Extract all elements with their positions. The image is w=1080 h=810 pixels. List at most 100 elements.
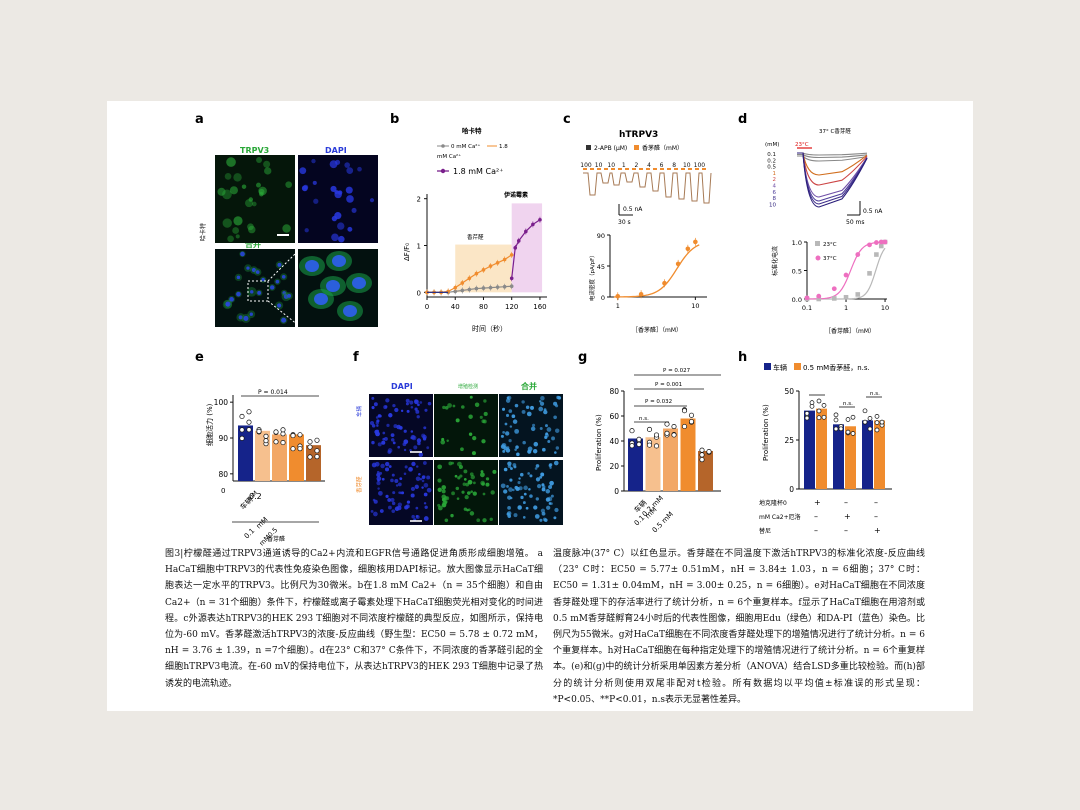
f-cell <box>446 439 449 442</box>
f-cell <box>522 516 526 519</box>
f-cell <box>540 395 545 401</box>
h-ylabel: Proliferation (%) <box>762 404 770 461</box>
h-legend-carvacrol: 0.5 mM香茅醛，n.s. <box>803 363 870 372</box>
f-cell <box>543 409 548 415</box>
f-cell <box>546 427 552 432</box>
f-cell <box>415 465 419 468</box>
f-cell <box>545 489 551 494</box>
f-cell <box>518 486 523 491</box>
f-cell <box>533 505 538 510</box>
d-data-point-23 <box>843 294 849 300</box>
a-trpv3-cell <box>217 187 226 196</box>
f-cell <box>406 409 410 413</box>
h-ns2: n.s. <box>870 391 880 397</box>
b-data-point <box>495 285 500 289</box>
d-conc-label: 2 <box>773 177 777 183</box>
f-cell <box>394 407 399 413</box>
b-ytick-label: 2 <box>417 196 421 204</box>
f-cell <box>526 411 532 417</box>
f-cell <box>393 424 398 429</box>
h-replicate-point <box>879 419 885 425</box>
g-plot: 0 20 40 60 80 <box>609 387 721 496</box>
f-cell <box>549 466 552 469</box>
a-trpv3-cell <box>264 167 272 175</box>
f-cell <box>465 482 470 487</box>
f-cell <box>500 444 506 449</box>
d-conc-label: 8 <box>773 196 777 202</box>
h-bar <box>804 410 815 489</box>
g-ytick-label: 0 <box>614 487 619 496</box>
b-data-point <box>453 285 458 290</box>
f-cell <box>411 461 416 467</box>
b-xtick-label: 0 <box>425 303 429 311</box>
d-data-point-37 <box>882 239 888 245</box>
f-cell <box>534 467 538 470</box>
b-legend-18: 1.8 <box>499 144 508 150</box>
e-replicate-point <box>314 454 320 460</box>
g-replicate-point <box>699 452 705 458</box>
f-cell <box>441 485 447 490</box>
a-merge-nucleus <box>275 279 280 284</box>
a-trpv3-cell <box>227 235 234 243</box>
f-cell <box>445 496 450 501</box>
e-ytick-label: 80 <box>218 470 228 479</box>
f-cell <box>517 505 522 510</box>
f-cell <box>530 405 534 410</box>
f-cell <box>406 500 411 504</box>
f-cell <box>382 431 386 435</box>
f-cell <box>513 513 518 518</box>
e-replicate-point <box>297 446 303 452</box>
d-data-point-23 <box>831 296 837 301</box>
c-conc-label: 4 <box>647 162 651 169</box>
b-data-point <box>460 281 465 285</box>
a-merge-nucleus <box>287 293 292 298</box>
f-cell <box>482 419 487 424</box>
b-legend-unit: mM Ca²⁺ <box>437 153 461 160</box>
f-cell <box>390 478 394 483</box>
f-cell <box>373 511 378 517</box>
g-replicate-point <box>664 430 670 436</box>
f-cell <box>523 492 527 496</box>
f-cell <box>384 467 390 472</box>
f-cell <box>404 465 408 469</box>
a-dapi-nucleus <box>299 167 307 175</box>
c-concentration-labels: 100 10 10 1 2 4 6 8 10 100 <box>580 162 705 169</box>
a-trpv3-cell <box>248 197 254 202</box>
f-cell <box>520 495 524 500</box>
a-dapi-nucleus <box>346 195 354 203</box>
f-cell <box>391 509 396 513</box>
f-cell <box>512 488 515 492</box>
e-xtick-mm: mM <box>255 516 270 531</box>
d-conc-label: 10 <box>769 202 776 208</box>
f-cell <box>376 470 380 474</box>
f-cell <box>381 477 385 481</box>
b-data-point <box>509 253 514 257</box>
d-ylabel: 标准化电流 <box>771 246 779 276</box>
f-cell <box>550 502 553 506</box>
f-cell <box>544 433 549 438</box>
e-bar <box>289 434 304 481</box>
c-current-trace <box>583 172 712 204</box>
a-dapi-nucleus <box>311 158 316 164</box>
f-cell <box>548 463 552 468</box>
f-cell <box>371 424 376 428</box>
f-cell <box>507 461 512 466</box>
d-data-point-37 <box>804 295 810 301</box>
f-cell <box>423 492 428 497</box>
panel-c: hTRPV3 2-APB (μM) 香茅醛（mM） 100 10 10 1 2 4 6 8 10… <box>580 130 712 334</box>
a-trpv3-cell <box>263 160 271 168</box>
b-legend-0mm: 0 mM Ca²⁺ <box>451 143 481 150</box>
c-data-point <box>638 291 644 297</box>
f-cell <box>417 441 421 446</box>
f-cell <box>514 428 520 434</box>
f-cell <box>378 490 383 496</box>
f-cell <box>454 474 458 478</box>
c-conc-label: 10 <box>595 162 603 169</box>
c-data-point <box>685 246 691 252</box>
f-cell <box>554 451 557 454</box>
f-cell <box>504 431 510 436</box>
f-cell <box>397 482 402 487</box>
f-cell <box>469 472 474 477</box>
f-cell <box>462 482 466 486</box>
